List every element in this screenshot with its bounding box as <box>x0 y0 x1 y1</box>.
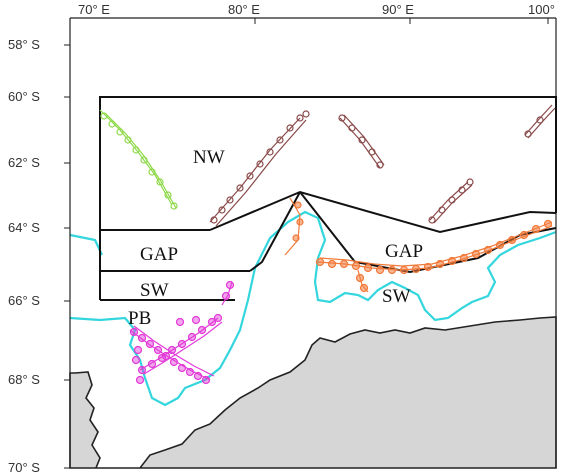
lon-label-70: 70° E <box>78 2 110 17</box>
track-green <box>99 109 178 210</box>
lat-label-60: 60° S <box>8 89 40 104</box>
region-label-pb: PB <box>128 308 151 329</box>
axis-ticks <box>64 18 549 469</box>
lat-label-68: 68° S <box>8 372 40 387</box>
nw-region-boundary <box>99 96 557 230</box>
nw-south-boundary <box>209 190 557 234</box>
antarctic-land <box>69 316 557 469</box>
lon-label-80: 80° E <box>228 2 260 17</box>
sector-divider-west <box>249 191 301 272</box>
region-label-gap-east: GAP <box>385 241 423 262</box>
region-label-sw-east: SW <box>382 286 411 307</box>
lat-label-64: 64° S <box>8 220 40 235</box>
track-brown <box>209 104 556 227</box>
lat-label-62: 62° S <box>8 155 40 170</box>
track-magenta <box>129 280 235 385</box>
region-label-nw: NW <box>193 147 225 168</box>
region-label-gap-west: GAP <box>140 244 178 265</box>
lon-label-100: 100° <box>528 2 555 17</box>
lat-label-58: 58° S <box>8 37 40 52</box>
track-orange <box>284 197 553 293</box>
lon-label-90: 90° E <box>382 2 414 17</box>
region-label-sw-west: SW <box>140 280 169 301</box>
lat-label-70: 70° S <box>8 460 40 473</box>
lat-label-66: 66° S <box>8 293 40 308</box>
